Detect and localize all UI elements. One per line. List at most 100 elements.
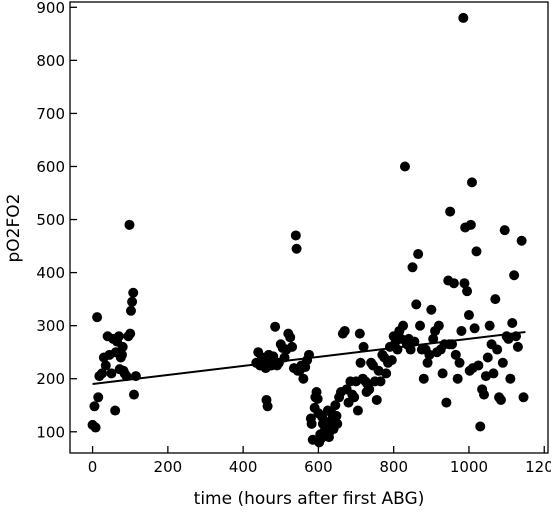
data-point	[116, 349, 127, 360]
data-point	[386, 355, 397, 366]
data-point	[121, 371, 132, 382]
y-tick-label: 900	[36, 0, 65, 17]
data-point	[411, 299, 422, 310]
data-point	[312, 393, 323, 404]
data-point	[90, 422, 101, 433]
data-point	[448, 278, 459, 289]
x-tick-label: 0	[88, 458, 98, 476]
x-tick-label: 200	[154, 458, 183, 476]
data-point	[298, 373, 309, 384]
data-point	[424, 349, 435, 360]
data-point	[503, 333, 514, 344]
data-point	[364, 384, 375, 395]
data-point	[497, 357, 508, 368]
data-point	[127, 296, 138, 307]
data-point	[495, 394, 506, 405]
data-point	[358, 341, 369, 352]
data-point	[262, 401, 273, 412]
data-point	[352, 405, 363, 416]
data-point	[407, 262, 418, 273]
data-point	[285, 332, 296, 343]
data-point	[113, 331, 124, 342]
data-point	[128, 287, 139, 298]
data-points	[87, 12, 529, 448]
x-axis-label: time (hours after first ABG)	[194, 489, 425, 509]
y-tick-label: 300	[36, 317, 65, 335]
data-point	[415, 320, 426, 331]
data-point	[480, 371, 491, 382]
data-point	[516, 235, 527, 246]
data-point	[93, 392, 104, 403]
x-tick-label: 1000	[450, 458, 488, 476]
data-point	[270, 321, 281, 332]
data-point	[509, 270, 520, 281]
data-point	[507, 318, 518, 329]
data-point	[125, 328, 136, 339]
data-point	[399, 161, 410, 172]
data-point	[433, 320, 444, 331]
data-point	[418, 373, 429, 384]
data-point	[339, 325, 350, 336]
y-axis-label: pO2FO2	[4, 194, 24, 263]
data-point	[349, 392, 360, 403]
data-point	[422, 357, 433, 368]
data-point	[512, 341, 523, 352]
data-point	[287, 341, 298, 352]
data-point	[125, 305, 136, 316]
data-point	[92, 312, 103, 323]
data-point	[505, 373, 516, 384]
trend-line	[92, 331, 526, 386]
data-point	[331, 410, 342, 421]
data-point	[110, 405, 121, 416]
data-point	[458, 12, 469, 23]
data-point	[355, 357, 366, 368]
data-point	[96, 368, 107, 379]
plot-frame	[69, 1, 549, 454]
x-tick-label: 600	[304, 458, 333, 476]
data-point	[398, 320, 409, 331]
data-point	[426, 304, 437, 315]
data-point	[375, 376, 386, 387]
x-tick-label: 800	[379, 458, 408, 476]
data-point	[469, 323, 480, 334]
data-point	[452, 373, 463, 384]
data-point	[291, 243, 302, 254]
data-point	[124, 219, 135, 230]
data-point	[492, 344, 503, 355]
y-tick-label: 500	[36, 211, 65, 229]
y-tick-label: 200	[36, 370, 65, 388]
data-point	[445, 206, 456, 217]
data-point	[462, 286, 473, 297]
data-point	[128, 389, 139, 400]
data-point	[454, 357, 465, 368]
data-point	[473, 360, 484, 371]
y-tick-label: 100	[36, 423, 65, 441]
y-tick-label: 700	[36, 105, 65, 123]
data-point	[381, 368, 392, 379]
data-point	[475, 421, 486, 432]
x-tick-label: 400	[229, 458, 258, 476]
data-point	[354, 328, 365, 339]
data-point	[441, 397, 452, 408]
data-point	[332, 418, 343, 429]
data-point	[371, 394, 382, 405]
data-point	[117, 341, 128, 352]
x-axis-ticks: 0 200 400 600 800 1000 1200	[88, 446, 551, 476]
data-point	[456, 325, 467, 336]
data-point	[437, 368, 448, 379]
data-point	[413, 249, 424, 260]
data-point	[490, 294, 501, 305]
data-point	[330, 400, 341, 411]
data-point	[466, 177, 477, 188]
y-tick-label: 400	[36, 264, 65, 282]
y-tick-label: 600	[36, 158, 65, 176]
data-point	[428, 333, 439, 344]
data-point	[518, 392, 529, 403]
data-point	[459, 278, 470, 289]
data-point	[450, 349, 461, 360]
y-tick-label: 800	[36, 52, 65, 70]
data-point	[106, 368, 117, 379]
data-point	[499, 225, 510, 236]
data-point	[488, 368, 499, 379]
